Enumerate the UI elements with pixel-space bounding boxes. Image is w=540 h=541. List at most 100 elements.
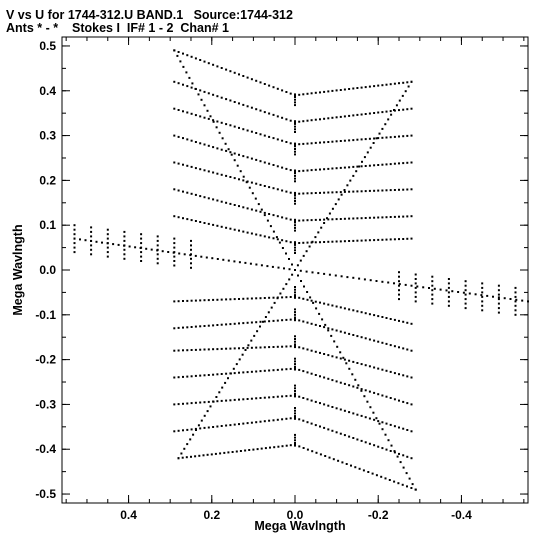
uv-arm-point <box>358 165 361 168</box>
uv-track-point <box>306 192 309 195</box>
uv-track-point <box>343 358 346 361</box>
uv-arm-point <box>492 295 494 298</box>
uv-track-point <box>302 447 305 449</box>
uv-arm-point <box>331 207 334 210</box>
uv-track-point <box>233 71 236 74</box>
uv-track-point <box>410 403 413 406</box>
uv-spoke-point <box>414 282 417 285</box>
uv-track-point <box>381 341 384 344</box>
uv-arm-point <box>299 259 302 262</box>
uv-track-point <box>263 185 266 187</box>
uv-track-point <box>341 461 344 464</box>
uv-column-point <box>294 142 296 145</box>
uv-track-point <box>220 148 223 151</box>
uv-track-point <box>385 110 388 113</box>
uv-track-point <box>255 297 258 300</box>
uv-arm-point <box>416 285 419 288</box>
uv-arm-point <box>352 174 355 177</box>
uv-track-point <box>323 403 326 406</box>
uv-track-point <box>229 424 232 427</box>
uv-track-point <box>302 169 305 172</box>
uv-track-point <box>343 139 346 142</box>
uv-track-point <box>285 345 288 348</box>
uv-column-point <box>294 340 296 343</box>
uv-track-point <box>259 397 262 399</box>
uv-arm-point <box>188 76 191 79</box>
uv-arm-point <box>306 291 309 293</box>
uv-spoke-point <box>190 248 192 251</box>
uv-track-point <box>377 189 380 192</box>
uv-track-point <box>229 372 232 375</box>
uv-arm-point <box>218 391 221 394</box>
uv-spoke-point <box>414 286 417 289</box>
uv-track-point <box>310 169 313 172</box>
uv-arm-point <box>384 123 387 126</box>
uv-arm-point <box>218 131 221 134</box>
uv-track-point <box>203 325 206 327</box>
uv-track-point <box>227 451 230 454</box>
uv-track-point <box>410 487 413 489</box>
uv-track-point <box>285 217 288 220</box>
uv-track-point <box>225 399 228 402</box>
uv-track-point <box>352 139 355 142</box>
uv-track-point <box>233 125 236 128</box>
uv-track-point <box>177 189 180 192</box>
uv-track-point <box>319 218 321 221</box>
uv-track-point <box>331 218 334 221</box>
uv-track-point <box>373 137 376 140</box>
uv-track-point <box>186 164 189 167</box>
uv-track-point <box>269 446 271 449</box>
uv-track-point <box>385 238 388 241</box>
uv-arm-point <box>372 411 375 414</box>
uv-track-point <box>203 90 206 93</box>
uv-column-point <box>294 407 296 409</box>
uv-track-point <box>255 370 258 373</box>
y-tick-label: -0.1 <box>35 308 56 322</box>
uv-column-point <box>294 395 296 398</box>
uv-track-point <box>406 321 409 324</box>
uv-arm-point <box>324 323 327 326</box>
uv-column-point <box>294 288 296 291</box>
uv-track-point <box>220 298 223 301</box>
uv-track-point <box>358 467 361 470</box>
x-tick-label: 0.2 <box>203 508 220 522</box>
uv-track-point <box>202 454 205 457</box>
uv-track-point <box>242 206 245 209</box>
uv-track-point <box>259 160 262 163</box>
uv-track-point <box>385 342 388 345</box>
uv-track-point <box>373 391 376 394</box>
uv-arm-point <box>247 344 250 347</box>
uv-track-point <box>177 300 180 303</box>
uv-track-point <box>276 319 279 322</box>
uv-column-point <box>294 128 296 131</box>
uv-track-point <box>393 162 396 165</box>
uv-arm-point <box>317 231 320 234</box>
uv-spoke-point <box>431 275 434 278</box>
uv-track-point <box>327 218 330 221</box>
uv-track-point <box>331 191 334 194</box>
uv-track-point <box>273 446 276 449</box>
uv-track-point <box>368 442 371 445</box>
uv-column-point <box>294 221 296 224</box>
uv-arm-point <box>84 239 87 242</box>
uv-arm-point <box>327 329 330 332</box>
uv-spoke-point <box>173 237 176 240</box>
uv-track-point <box>199 142 202 145</box>
uv-column-point <box>294 241 296 244</box>
uv-track-point <box>393 109 396 112</box>
uv-track-point <box>314 350 317 353</box>
uv-spoke-point <box>73 237 76 240</box>
uv-arm-point <box>343 189 346 191</box>
uv-track-point <box>285 296 288 299</box>
uv-track-point <box>402 238 405 240</box>
uv-track-point <box>173 376 176 379</box>
uv-arm-point <box>291 263 293 266</box>
uv-track-point <box>238 153 240 156</box>
uv-track-point <box>238 229 240 232</box>
uv-track-point <box>207 170 210 173</box>
uv-spoke-point <box>464 280 467 283</box>
uv-arm-point <box>411 483 414 486</box>
uv-track-point <box>393 82 396 85</box>
uv-track-point <box>306 241 309 244</box>
uv-track-point <box>281 368 284 371</box>
